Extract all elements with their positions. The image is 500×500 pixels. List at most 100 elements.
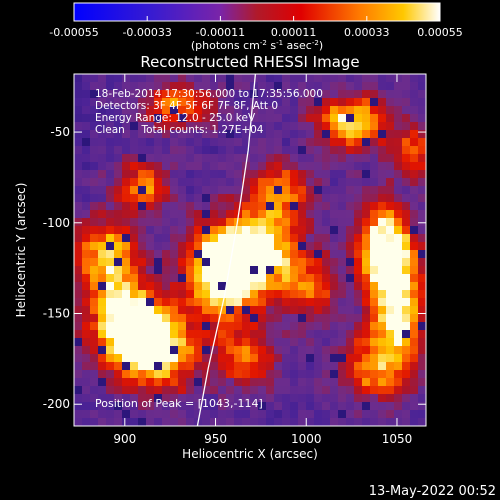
heatmap-cell — [234, 194, 243, 203]
heatmap-cell — [370, 418, 379, 426]
heatmap-cell — [322, 338, 331, 347]
heatmap-cell — [258, 258, 267, 267]
heatmap-cell — [234, 322, 243, 331]
heatmap-cell — [218, 178, 227, 187]
heatmap-cell — [378, 330, 387, 339]
heatmap-cell — [290, 274, 299, 283]
heatmap-cell — [290, 74, 299, 83]
heatmap-cell — [122, 82, 131, 91]
heatmap-cell — [410, 90, 419, 99]
heatmap-cell — [402, 378, 411, 387]
heatmap-cell — [290, 370, 299, 379]
heatmap-cell — [202, 194, 211, 203]
heatmap-cell — [82, 306, 91, 315]
heatmap-cell — [194, 234, 203, 243]
heatmap-cell — [242, 194, 251, 203]
heatmap-cell — [354, 178, 363, 187]
heatmap-cell — [370, 250, 379, 259]
heatmap-cell — [410, 322, 419, 331]
heatmap-cell — [162, 394, 171, 403]
heatmap-cell — [186, 370, 195, 379]
heatmap-cell — [290, 266, 299, 275]
heatmap-cell — [362, 170, 371, 179]
heatmap-cell — [114, 298, 123, 307]
heatmap-cell — [370, 194, 379, 203]
heatmap-cell — [338, 178, 347, 187]
heatmap-cell — [122, 234, 131, 243]
heatmap-cell — [130, 74, 139, 83]
heatmap-cell — [378, 162, 387, 171]
heatmap-cell — [82, 410, 91, 419]
heatmap-cell — [202, 146, 211, 155]
heatmap-cell — [370, 242, 379, 251]
heatmap-cell — [162, 370, 171, 379]
heatmap-cell — [138, 226, 147, 235]
heatmap-cell — [154, 90, 163, 99]
heatmap-cell — [346, 298, 355, 307]
heatmap-cell — [298, 266, 307, 275]
heatmap-cell — [274, 138, 283, 147]
heatmap-cell — [322, 154, 331, 163]
heatmap-cell — [346, 154, 355, 163]
heatmap-cell — [386, 258, 395, 267]
heatmap-cell — [266, 330, 275, 339]
heatmap-cell — [338, 130, 347, 139]
heatmap-cell — [290, 346, 299, 355]
heatmap-cell — [370, 354, 379, 363]
heatmap-cell — [226, 290, 235, 299]
heatmap-cell — [378, 314, 387, 323]
heatmap-cell — [218, 74, 227, 83]
heatmap-cell — [202, 386, 211, 395]
heatmap-cell — [114, 370, 123, 379]
heatmap-cell — [418, 234, 426, 243]
heatmap-cell — [74, 298, 83, 307]
heatmap-cell — [90, 122, 99, 131]
heatmap-cell — [98, 378, 107, 387]
heatmap-cell — [346, 194, 355, 203]
heatmap-cell — [346, 322, 355, 331]
heatmap-cell — [122, 322, 131, 331]
heatmap-cell — [90, 266, 99, 275]
heatmap-cell — [314, 386, 323, 395]
heatmap-cell — [186, 82, 195, 91]
heatmap-cell — [386, 274, 395, 283]
heatmap-cell — [394, 370, 403, 379]
heatmap-cell — [410, 194, 419, 203]
heatmap-cell — [266, 122, 275, 131]
heatmap-cell — [178, 178, 187, 187]
heatmap-cell — [186, 258, 195, 267]
heatmap-cell — [202, 250, 211, 259]
heatmap-cell — [170, 170, 179, 179]
heatmap-cell — [266, 162, 275, 171]
heatmap-cell — [290, 82, 299, 91]
heatmap-cell — [234, 146, 243, 155]
heatmap-cell — [186, 178, 195, 187]
heatmap-cell — [202, 298, 211, 307]
heatmap-cell — [162, 186, 171, 195]
heatmap-cell — [178, 410, 187, 419]
heatmap-cell — [138, 90, 147, 99]
heatmap-cell — [386, 178, 395, 187]
heatmap-cell — [122, 186, 131, 195]
heatmap-cell — [266, 130, 275, 139]
heatmap-cell — [418, 346, 426, 355]
heatmap-cell — [210, 330, 219, 339]
heatmap-cell — [90, 306, 99, 315]
heatmap-cell — [418, 314, 426, 323]
heatmap-cell — [106, 210, 115, 219]
heatmap-cell — [290, 322, 299, 331]
heatmap-cell — [74, 226, 83, 235]
heatmap-cell — [330, 386, 339, 395]
heatmap-cell — [290, 362, 299, 371]
heatmap-cell — [90, 258, 99, 267]
heatmap-cell — [210, 298, 219, 307]
heatmap-cell — [106, 370, 115, 379]
heatmap-cell — [210, 370, 219, 379]
heatmap-cell — [122, 330, 131, 339]
heatmap-cell — [410, 282, 419, 291]
heatmap-cell — [82, 386, 91, 395]
heatmap-cell — [210, 250, 219, 259]
heatmap-cell — [354, 154, 363, 163]
heatmap-cell — [274, 386, 283, 395]
heatmap-cell — [346, 330, 355, 339]
